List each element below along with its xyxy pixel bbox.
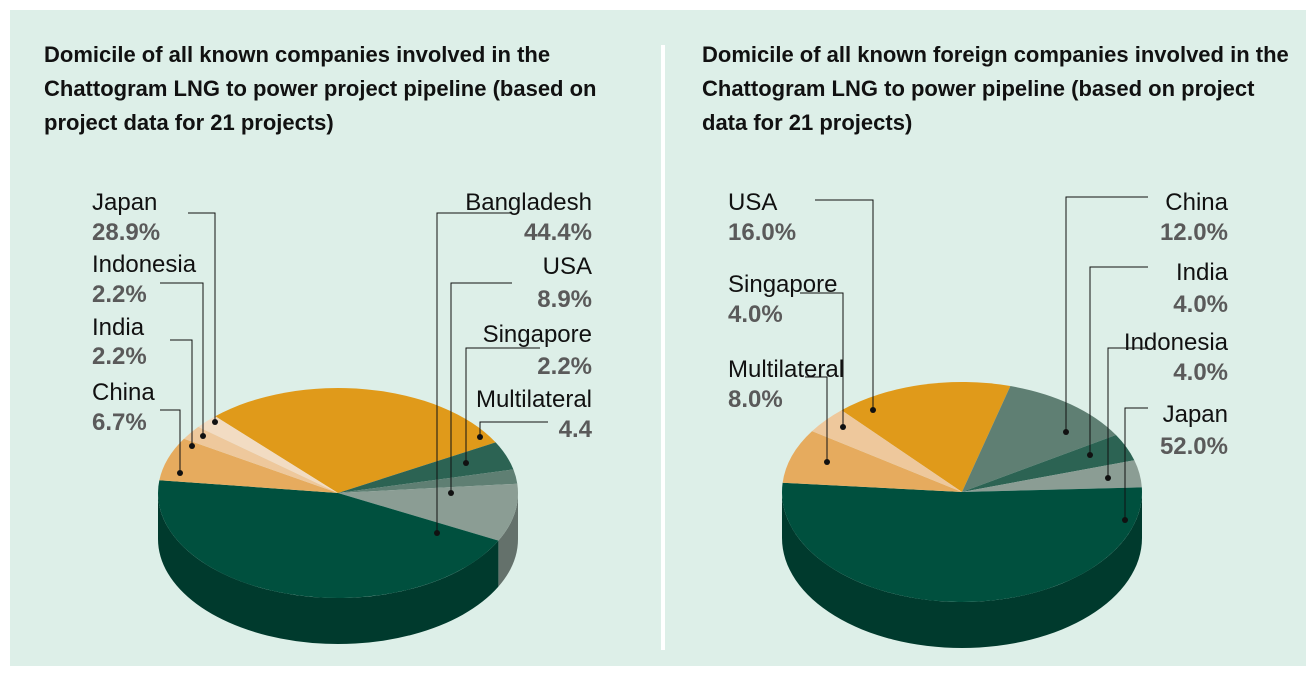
leader-dot xyxy=(840,424,846,430)
leader-dot xyxy=(463,460,469,466)
slice-label: Multilateral xyxy=(476,386,592,413)
value-label: 4.0% xyxy=(1173,291,1228,318)
slice-label: Indonesia xyxy=(92,251,197,278)
leader-dot xyxy=(870,407,876,413)
leader-line xyxy=(1124,407,1148,520)
slice-label: China xyxy=(1165,189,1228,216)
value-label: 8.9% xyxy=(537,286,592,313)
leader-line xyxy=(170,339,193,446)
value-label: 6.7% xyxy=(92,409,147,436)
leader-dot xyxy=(1105,475,1111,481)
slice-label: Japan xyxy=(92,189,157,216)
pie-slice xyxy=(812,410,962,492)
value-label: 2.2% xyxy=(537,353,592,380)
pie-side xyxy=(158,493,499,644)
leader-line xyxy=(1065,196,1148,432)
leader-line xyxy=(450,282,512,493)
value-label: 2.2% xyxy=(92,343,147,370)
chart-title: Domicile of all known foreign companies … xyxy=(702,42,1289,135)
pie-slice xyxy=(338,469,518,493)
value-label: 28.9% xyxy=(92,219,160,246)
leader-line xyxy=(800,292,844,427)
leader-dot xyxy=(434,530,440,536)
slice-label: Indonesia xyxy=(1124,329,1229,356)
leader-line xyxy=(815,199,874,410)
pie-slice xyxy=(841,382,1011,492)
value-label: 4.0% xyxy=(728,301,783,328)
slice-label: Singapore xyxy=(728,271,837,298)
value-label: 44.4% xyxy=(524,219,592,246)
slice-label: India xyxy=(92,314,145,341)
value-label: 4.0% xyxy=(1173,359,1228,386)
value-label: 4.4 xyxy=(559,416,593,443)
leader-line xyxy=(160,409,181,473)
pie-side xyxy=(498,493,518,587)
leader-dot xyxy=(1122,517,1128,523)
slice-label: Japan xyxy=(1163,401,1228,428)
pie-slice xyxy=(215,388,496,493)
slice-label: USA xyxy=(543,253,592,280)
value-label: 8.0% xyxy=(728,386,783,413)
leader-dot xyxy=(477,434,483,440)
pie-slice xyxy=(962,435,1135,492)
slice-label: Singapore xyxy=(483,321,592,348)
leader-line xyxy=(465,347,540,463)
chart-title: Domicile of all known companies involved… xyxy=(44,42,597,135)
slice-label: China xyxy=(92,379,155,406)
leader-line xyxy=(188,212,216,422)
pie-slice xyxy=(962,460,1142,492)
leader-line xyxy=(479,421,548,437)
leader-line xyxy=(805,376,828,462)
leader-line xyxy=(1107,347,1148,478)
pie-slice xyxy=(159,438,338,493)
pie-slice xyxy=(962,386,1116,492)
pie-slice xyxy=(338,483,518,541)
leader-dot xyxy=(1087,452,1093,458)
value-label: 52.0% xyxy=(1160,433,1228,460)
slice-label: Bangladesh xyxy=(465,189,592,216)
leader-dot xyxy=(177,470,183,476)
leader-line xyxy=(436,212,512,533)
leader-dot xyxy=(448,490,454,496)
pie-slice xyxy=(198,416,338,493)
leader-line xyxy=(160,282,204,436)
value-label: 2.2% xyxy=(92,281,147,308)
leader-dot xyxy=(200,433,206,439)
leader-dot xyxy=(1063,429,1069,435)
pie-slice xyxy=(183,426,338,493)
slice-label: Multilateral xyxy=(728,356,844,383)
leader-dot xyxy=(189,443,195,449)
leader-dot xyxy=(212,419,218,425)
pie-slice xyxy=(157,480,499,599)
slice-label: India xyxy=(1176,259,1229,286)
leader-dot xyxy=(824,459,830,465)
slice-label: USA xyxy=(728,189,777,216)
pie-side xyxy=(782,492,1142,648)
leader-line xyxy=(1089,266,1148,455)
value-label: 12.0% xyxy=(1160,219,1228,246)
pie-slice xyxy=(782,482,1143,602)
value-label: 16.0% xyxy=(728,219,796,246)
pie-slice xyxy=(338,442,514,493)
